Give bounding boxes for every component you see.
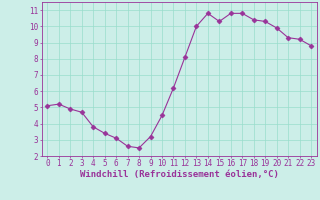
X-axis label: Windchill (Refroidissement éolien,°C): Windchill (Refroidissement éolien,°C) [80,170,279,179]
